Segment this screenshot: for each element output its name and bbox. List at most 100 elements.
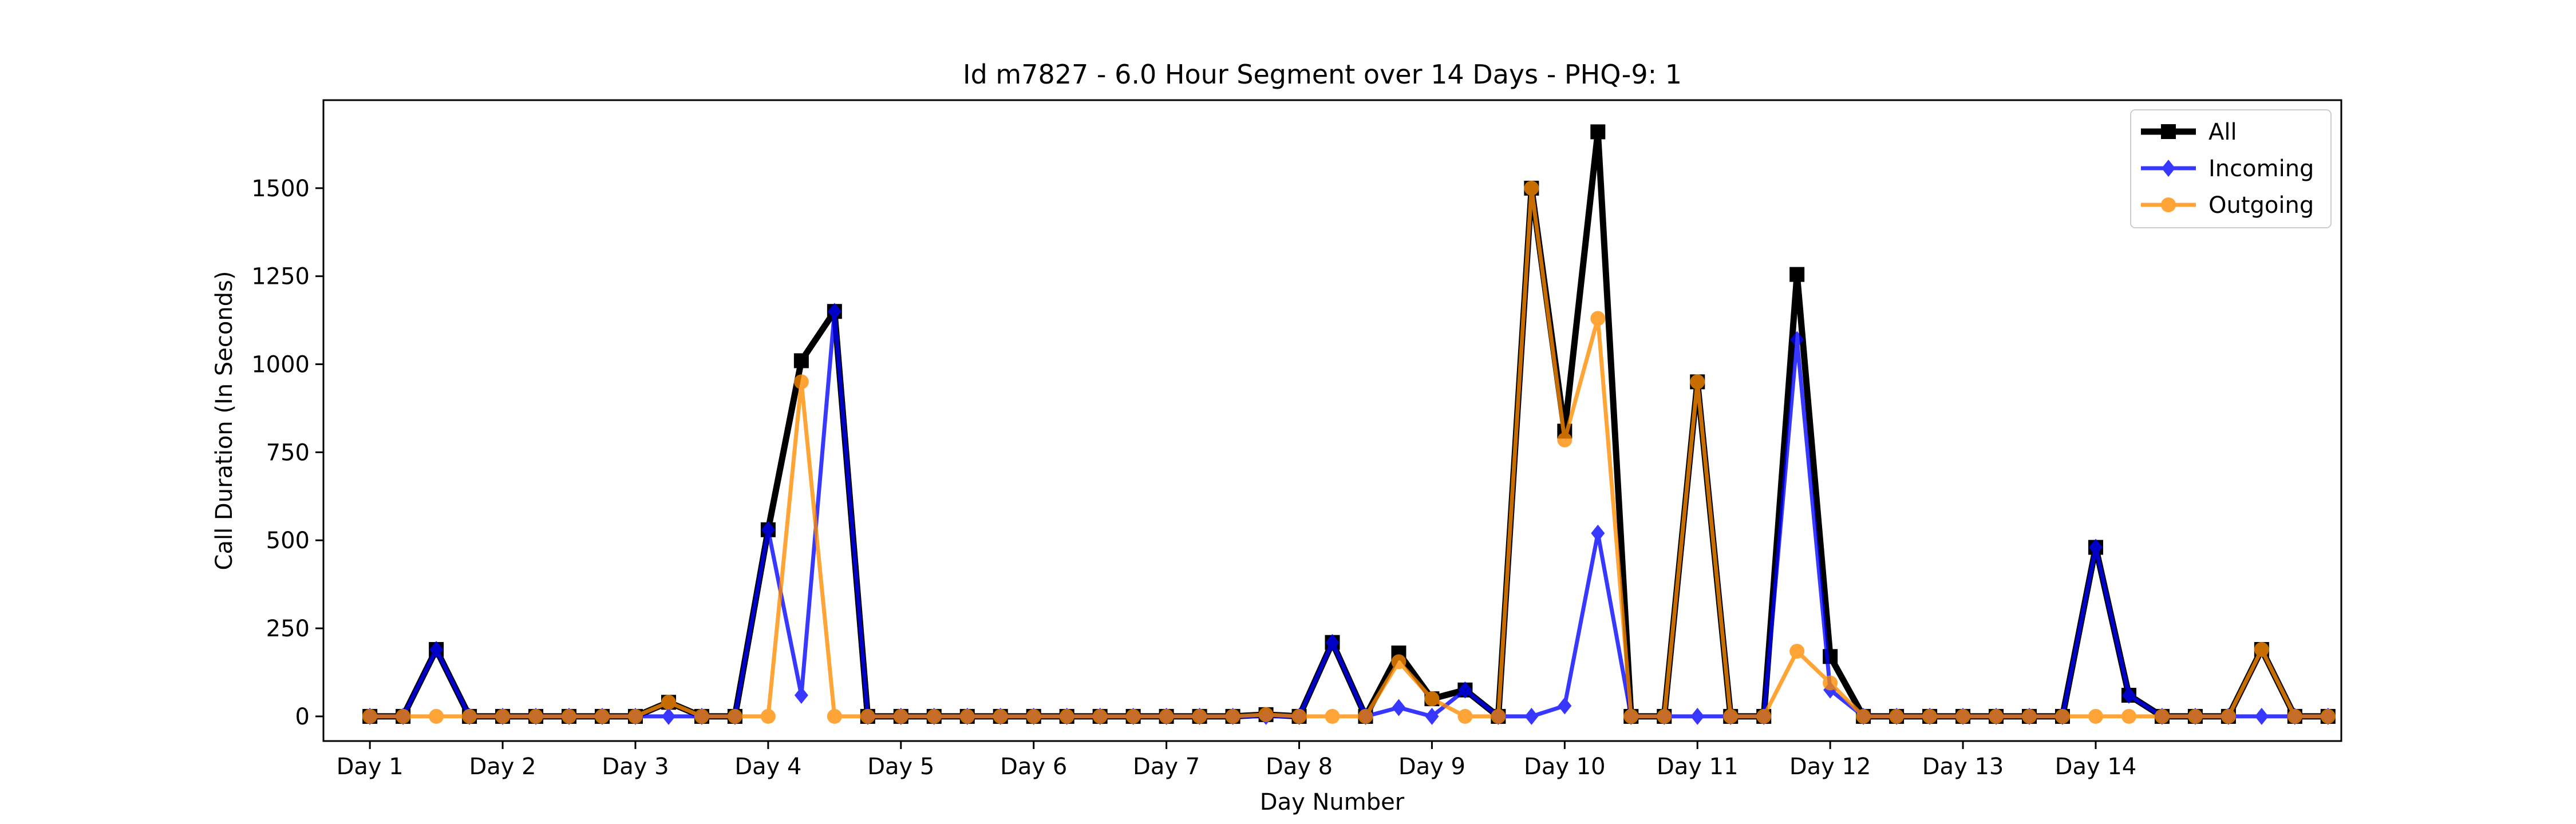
data-point — [1922, 708, 1938, 724]
data-point — [2254, 707, 2269, 725]
x-tick-label: Day 14 — [2055, 754, 2137, 780]
data-point — [2254, 642, 2269, 657]
data-point — [1491, 708, 1506, 724]
data-point — [860, 708, 875, 724]
data-point — [793, 374, 809, 390]
data-point — [2187, 708, 2203, 724]
data-point — [429, 708, 444, 724]
data-point — [1159, 708, 1174, 724]
y-axis: 0 250 500 750 1000 1250 1500 — [251, 176, 323, 730]
series-line — [370, 128, 2328, 720]
legend-item — [2141, 197, 2196, 212]
data-point — [627, 708, 643, 724]
data-point — [926, 708, 942, 724]
data-point — [1258, 707, 1274, 722]
data-point — [2088, 538, 2103, 556]
data-point — [1723, 708, 1739, 724]
data-point — [1657, 708, 1672, 724]
series-all — [362, 124, 2336, 724]
data-point — [1856, 708, 1871, 724]
x-axis-label: Day Number — [1260, 789, 1405, 815]
data-point — [1457, 708, 1473, 724]
data-point — [1524, 707, 1539, 725]
legend-marker — [2161, 124, 2176, 139]
data-point — [794, 687, 808, 704]
data-point — [993, 708, 1008, 724]
legend-item — [2141, 124, 2196, 139]
y-tick-label: 250 — [266, 616, 310, 642]
y-tick-label: 1250 — [251, 264, 310, 290]
data-point — [1392, 699, 1406, 716]
y-tick-label: 1500 — [251, 176, 310, 202]
data-point — [2022, 708, 2037, 724]
legend: All Incoming Outgoing — [2130, 109, 2332, 228]
series-line — [370, 186, 2328, 719]
data-point — [1623, 708, 1639, 724]
y-tick-label: 500 — [266, 528, 310, 554]
x-tick-label: Day 5 — [867, 754, 934, 780]
data-point — [1125, 708, 1141, 724]
legend-item — [2141, 160, 2196, 177]
data-point — [1524, 180, 1539, 196]
data-point — [893, 708, 908, 724]
data-point — [1225, 708, 1240, 724]
data-point — [562, 708, 577, 724]
data-point — [2055, 708, 2070, 724]
y-axis-label: Call Duration (In Seconds) — [211, 271, 238, 571]
chart-title: Id m7827 - 6.0 Hour Segment over 14 Days… — [963, 59, 1682, 90]
legend-frame — [2130, 109, 2332, 228]
data-point — [661, 695, 676, 710]
data-point — [1789, 267, 1805, 282]
data-point — [760, 708, 776, 724]
data-point — [2221, 708, 2236, 724]
data-point — [1690, 374, 1705, 390]
data-point — [1092, 708, 1108, 724]
data-point — [1026, 708, 1041, 724]
x-tick-label: Day 6 — [1000, 754, 1067, 780]
data-point — [1325, 708, 1340, 724]
plot-frame — [322, 99, 2342, 742]
data-point — [1059, 708, 1074, 724]
data-point — [959, 708, 975, 724]
legend-marker — [2162, 160, 2175, 177]
x-tick-label: Day 1 — [337, 754, 404, 780]
data-point — [1325, 633, 1340, 651]
y-tick-label: 750 — [266, 439, 310, 466]
plot-area — [362, 124, 2336, 725]
data-point — [1424, 691, 1440, 707]
series-incoming — [363, 303, 2335, 725]
data-point — [827, 303, 841, 320]
x-tick-label: Day 9 — [1398, 754, 1465, 780]
data-point — [1889, 708, 1905, 724]
data-point — [694, 708, 709, 724]
x-tick-label: Day 13 — [1922, 754, 2004, 780]
data-point — [1955, 708, 1971, 724]
x-tick-label: Day 3 — [602, 754, 669, 780]
data-point — [396, 708, 411, 724]
data-point — [1690, 707, 1705, 725]
x-tick-label: Day 2 — [469, 754, 536, 780]
data-point — [528, 708, 544, 724]
legend-label: Outgoing — [2208, 192, 2314, 219]
data-point — [1591, 524, 1605, 542]
data-point — [1590, 124, 1606, 140]
legend-marker — [2161, 197, 2176, 212]
data-point — [661, 707, 675, 725]
data-point — [1756, 708, 1772, 724]
data-point — [1291, 708, 1307, 724]
data-point — [1358, 708, 1373, 724]
data-point — [362, 708, 378, 724]
data-point — [727, 708, 742, 724]
x-tick-label: Day 11 — [1657, 754, 1739, 780]
legend-label: Incoming — [2208, 156, 2314, 182]
data-point — [761, 521, 775, 538]
data-point — [1789, 644, 1805, 659]
x-tick-label: Day 7 — [1133, 754, 1200, 780]
x-tick-label: Day 12 — [1789, 754, 1871, 780]
data-point — [2088, 708, 2103, 724]
x-axis: Day 1 Day 2 Day 3 Day 4 Day 5 Day 6 Day 7 Day 8… — [337, 741, 2137, 780]
x-tick-label: Day 8 — [1266, 754, 1333, 780]
x-tick-label: Day 10 — [1524, 754, 1606, 780]
data-point — [1558, 697, 1572, 715]
